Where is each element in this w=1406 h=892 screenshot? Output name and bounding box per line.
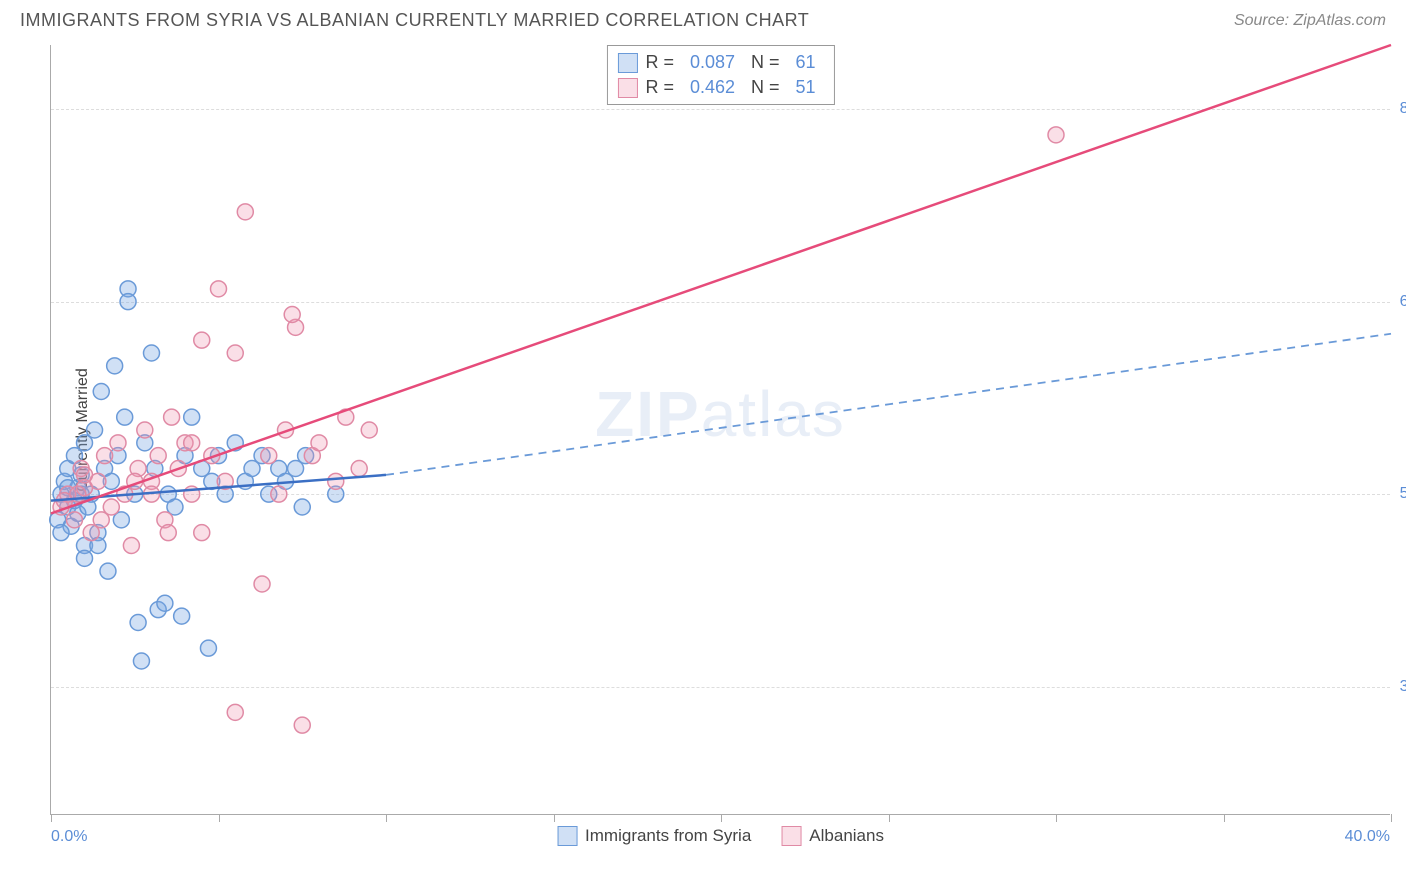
x-tick: [554, 814, 555, 822]
x-tick: [1056, 814, 1057, 822]
r-label: R =: [645, 52, 674, 73]
legend-swatch-albanians: [781, 826, 801, 846]
x-axis-max-label: 40.0%: [1345, 828, 1390, 846]
legend-row-albanians: R = 0.462 N = 51: [617, 75, 823, 100]
x-tick: [1224, 814, 1225, 822]
x-tick: [1391, 814, 1392, 822]
legend-item-syria: Immigrants from Syria: [557, 826, 751, 846]
x-tick: [219, 814, 220, 822]
scatter-plot: [51, 45, 1390, 814]
legend-item-albanians: Albanians: [781, 826, 884, 846]
legend-label-syria: Immigrants from Syria: [585, 826, 751, 846]
x-axis-min-label: 0.0%: [51, 828, 87, 846]
legend-bottom: Immigrants from Syria Albanians: [557, 826, 884, 846]
legend-swatch-albanians: [617, 78, 637, 98]
x-tick: [51, 814, 52, 822]
r-value-albanians: 0.462: [690, 77, 735, 98]
n-label: N =: [751, 52, 780, 73]
n-value-albanians: 51: [796, 77, 816, 98]
x-tick: [889, 814, 890, 822]
y-tick-label: 80.0%: [1400, 100, 1406, 118]
header: IMMIGRANTS FROM SYRIA VS ALBANIAN CURREN…: [0, 0, 1406, 36]
n-value-syria: 61: [796, 52, 816, 73]
r-value-syria: 0.087: [690, 52, 735, 73]
legend-label-albanians: Albanians: [809, 826, 884, 846]
legend-row-syria: R = 0.087 N = 61: [617, 50, 823, 75]
n-label: N =: [751, 77, 780, 98]
legend-swatch-syria: [617, 53, 637, 73]
chart-title: IMMIGRANTS FROM SYRIA VS ALBANIAN CURREN…: [20, 10, 809, 31]
r-label: R =: [645, 77, 674, 98]
legend-swatch-syria: [557, 826, 577, 846]
x-tick: [386, 814, 387, 822]
chart-area: Currently Married 35.0%50.0%65.0%80.0% 0…: [50, 45, 1390, 815]
y-tick-label: 50.0%: [1400, 485, 1406, 503]
x-tick: [721, 814, 722, 822]
y-tick-label: 35.0%: [1400, 678, 1406, 696]
legend-stats-box: R = 0.087 N = 61 R = 0.462 N = 51: [606, 45, 834, 105]
y-tick-label: 65.0%: [1400, 293, 1406, 311]
source-label: Source: ZipAtlas.com: [1234, 12, 1386, 30]
